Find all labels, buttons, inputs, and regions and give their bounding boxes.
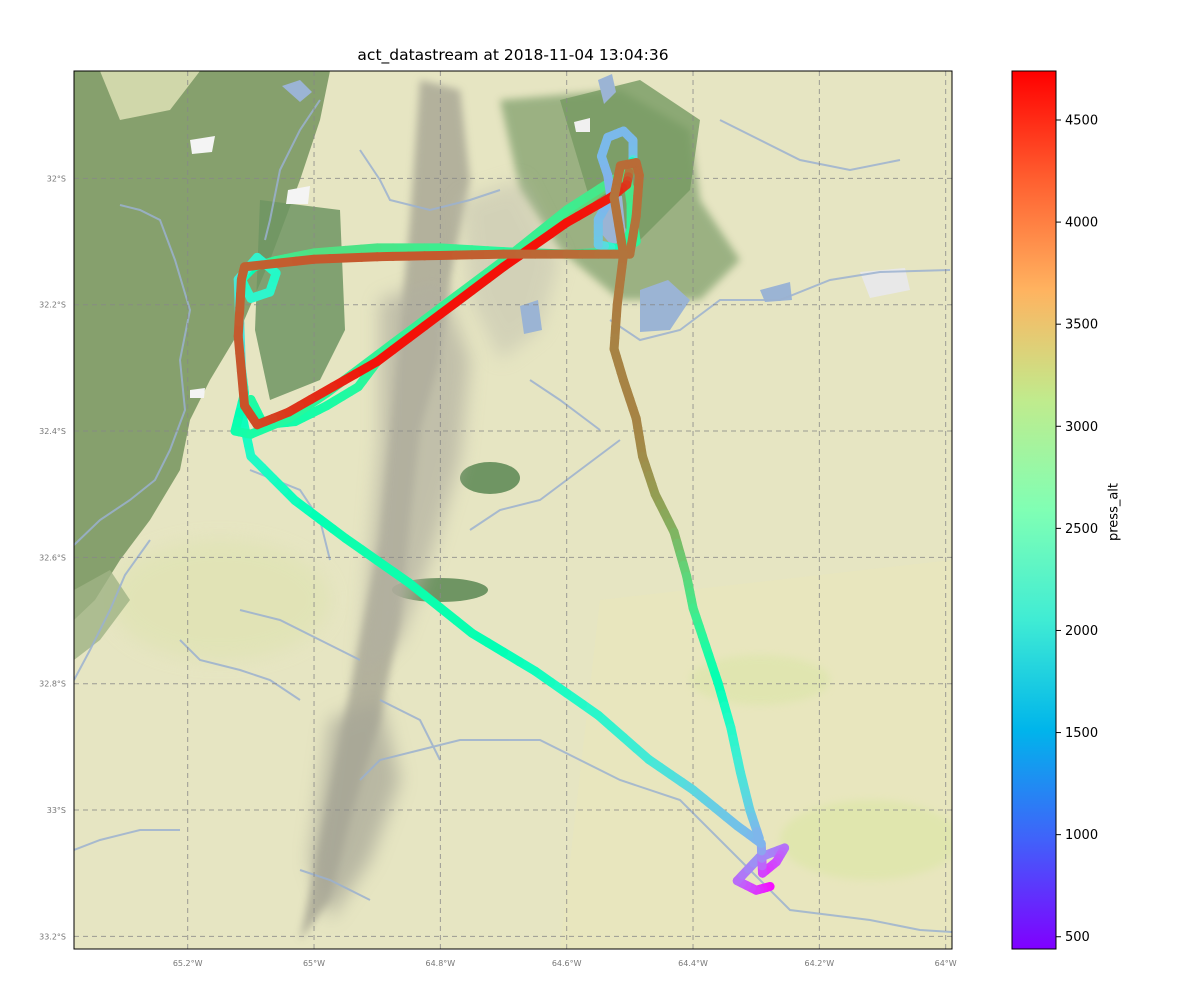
lat-tick-label: 33.2°S — [39, 932, 66, 941]
latitude-tick-labels: 32°S 32.2°S 32.4°S 32.6°S 32.8°S 33°S 33.2°S — [39, 174, 66, 941]
lon-tick-label: 65°W — [303, 959, 325, 968]
colorbar-label: press_alt — [1106, 482, 1122, 542]
colorbar: 500 1000 1500 2000 2500 3000 3500 4000 4500 — [1011, 70, 1098, 950]
lat-tick-label: 32.4°S — [39, 427, 66, 436]
lon-tick-label: 64.8°W — [425, 959, 455, 968]
lon-tick-label: 64°W — [935, 959, 957, 968]
map-axes-frame — [73, 70, 953, 950]
colorbar-tick-label: 3500 — [1065, 318, 1098, 333]
basemap-lowland-shading — [110, 540, 952, 949]
colorbar-tick-label: 4000 — [1065, 216, 1098, 231]
colorbar-ticks: 500 1000 1500 2000 2500 3000 3500 4000 4500 — [1056, 114, 1098, 945]
flight-track — [230, 126, 790, 895]
lat-tick-label: 32.8°S — [39, 680, 66, 689]
colorbar-tick-label: 3000 — [1065, 420, 1098, 435]
plot-title: act_datastream at 2018-11-04 13:04:36 — [357, 46, 669, 64]
colorbar-frame — [1011, 70, 1057, 950]
longitude-tick-labels: 65.2°W 65°W 64.8°W 64.6°W 64.4°W 64.2°W 64°W — [173, 959, 957, 968]
track-segment — [752, 826, 764, 843]
lat-tick-label: 32.2°S — [39, 301, 66, 310]
lat-tick-label: 32.6°S — [39, 553, 66, 562]
colorbar-gradient — [1012, 71, 1056, 949]
basemap-mountain-relief — [300, 80, 560, 940]
colorbar-tick-label: 2000 — [1065, 624, 1098, 639]
lon-tick-label: 64.2°W — [804, 959, 834, 968]
colorbar-tick-label: 500 — [1065, 930, 1090, 945]
colorbar-tick-label: 2500 — [1065, 522, 1098, 537]
colorbar-tick-label: 4500 — [1065, 114, 1098, 129]
colorbar-tick-label: 1500 — [1065, 726, 1098, 741]
basemap-rivers — [74, 99, 952, 933]
lon-tick-label: 64.4°W — [678, 959, 708, 968]
basemap-water — [190, 74, 910, 398]
basemap — [74, 71, 952, 949]
lon-tick-label: 64.6°W — [552, 959, 582, 968]
lon-tick-label: 65.2°W — [173, 959, 203, 968]
lat-tick-label: 33°S — [47, 806, 66, 815]
lat-tick-label: 32°S — [47, 174, 66, 183]
colorbar-tick-label: 1000 — [1065, 828, 1098, 843]
